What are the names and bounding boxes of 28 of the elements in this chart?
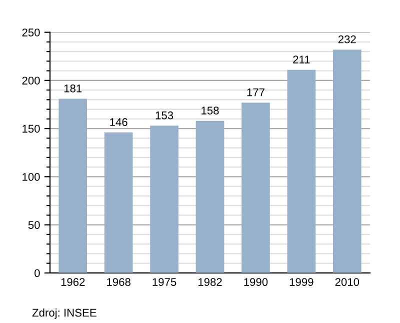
x-tick-label: 1990 [244, 278, 268, 286]
data-label: 146 [110, 118, 128, 126]
data-label: 153 [156, 111, 174, 120]
x-tick-label: 1982 [198, 278, 222, 286]
x-tick-label: 1962 [61, 278, 85, 286]
bar [150, 126, 178, 273]
x-tick-label: 2010 [335, 278, 360, 286]
data-label: 158 [202, 106, 219, 114]
y-tick-label: 200 [22, 76, 40, 85]
bar [242, 102, 270, 273]
bar [196, 120, 224, 273]
x-tick-label: 1999 [290, 278, 314, 286]
bar [104, 132, 133, 273]
bar [332, 50, 362, 273]
y-tick-label: 250 [22, 28, 40, 36]
x-tick-label: 1968 [107, 278, 130, 286]
data-label: 232 [338, 35, 356, 44]
y-tick-label: 0 [34, 269, 40, 278]
data-label: 211 [293, 56, 310, 64]
text: Zdroj: INSEE [32, 308, 96, 319]
data-label: 177 [247, 88, 264, 96]
bar [58, 98, 88, 273]
y-tick-label: 100 [22, 172, 40, 181]
bar [287, 70, 316, 273]
y-tick-label: 150 [22, 124, 40, 133]
y-tick-label: 50 [28, 221, 40, 229]
data-label: 181 [64, 84, 82, 92]
x-tick-label: 1975 [152, 278, 176, 286]
